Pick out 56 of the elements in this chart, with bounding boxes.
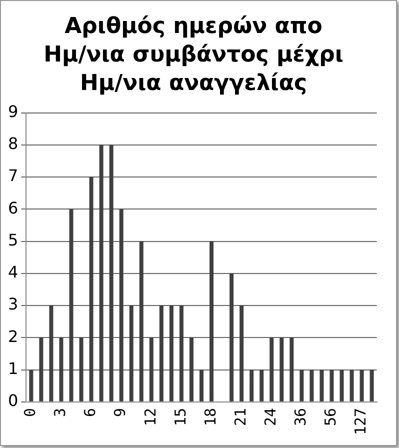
- x-tick-label: 56: [322, 408, 340, 426]
- bar: [119, 209, 124, 402]
- x-tick-label: 9: [111, 408, 130, 417]
- x-tick-label: 18: [201, 408, 220, 426]
- bar: [149, 338, 154, 402]
- y-tick-label: 2: [8, 326, 18, 346]
- x-tick-label: 12: [141, 408, 160, 426]
- bar: [99, 144, 104, 402]
- bar: [250, 370, 254, 402]
- bar: [370, 370, 374, 402]
- y-tick-label: 4: [8, 262, 18, 282]
- bar: [139, 241, 144, 402]
- bar: [69, 209, 74, 402]
- bar: [179, 306, 184, 402]
- bar: [189, 338, 194, 402]
- bar: [360, 370, 364, 402]
- bar: [49, 306, 54, 402]
- bar: [89, 177, 94, 402]
- bar: [260, 370, 264, 402]
- y-tick-label: 3: [8, 294, 18, 314]
- x-tick-label: 15: [171, 408, 190, 426]
- bar: [290, 338, 294, 402]
- y-tick-label: 7: [8, 166, 18, 186]
- x-tick-label: 127: [352, 408, 370, 435]
- bar: [320, 370, 324, 402]
- bar: [340, 370, 344, 402]
- bar: [300, 370, 304, 402]
- bar: [199, 370, 204, 402]
- y-tick-label: 9: [8, 102, 18, 121]
- bar: [129, 306, 134, 402]
- y-tick-label: 8: [8, 134, 18, 154]
- bar: [210, 241, 214, 402]
- bar: [109, 144, 114, 402]
- bar: [310, 370, 314, 402]
- y-tick-label: 5: [8, 230, 18, 250]
- bar: [79, 338, 84, 402]
- x-tick-label: 24: [262, 408, 280, 426]
- x-tick-label: 21: [231, 408, 250, 426]
- bar: [169, 306, 174, 402]
- x-tick-label: 6: [81, 408, 100, 417]
- bar: [280, 338, 284, 402]
- bar: [230, 273, 234, 402]
- chart-title: Αριθμός ημερών απο Ημ/νια συμβάντος μέχρι Ημ/νια αναγγελίας: [44, 14, 344, 96]
- y-tick-label: 1: [8, 358, 18, 378]
- bar: [240, 306, 244, 402]
- x-tick-label: 3: [51, 408, 70, 417]
- bar: [330, 370, 334, 402]
- bar: [350, 370, 354, 402]
- bar: [39, 338, 44, 402]
- bar: [270, 338, 274, 402]
- bar: [29, 370, 34, 402]
- y-tick-label: 6: [8, 198, 18, 218]
- bar: [159, 306, 164, 402]
- x-tick-label: 36: [292, 408, 310, 426]
- x-tick-label: 0: [21, 408, 40, 417]
- bar: [59, 338, 64, 402]
